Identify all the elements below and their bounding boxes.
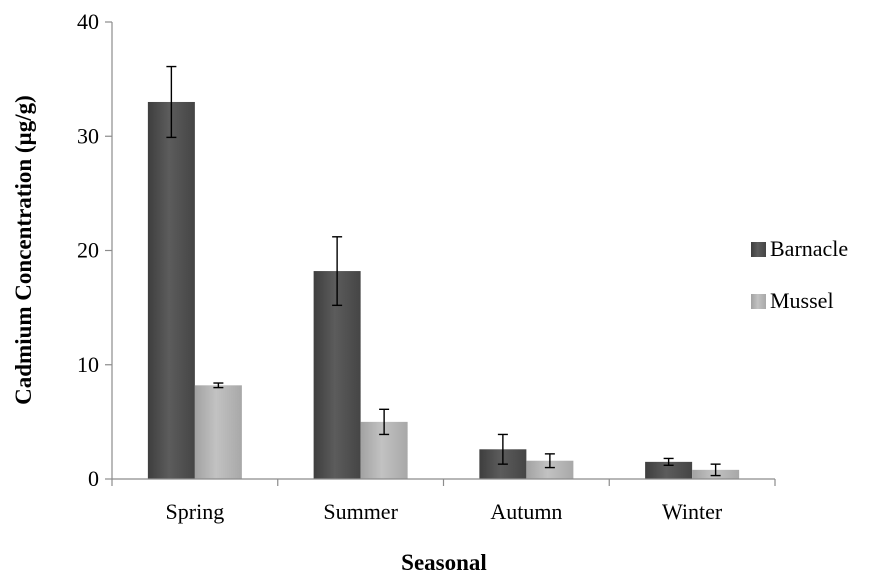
bars [147, 101, 740, 479]
legend-label-mussel: Mussel [770, 288, 834, 313]
y-tick-label: 40 [77, 9, 99, 34]
bar-mussel-spring [194, 385, 242, 479]
error-bars [166, 65, 721, 477]
y-axis-ticks: 0 10 20 30 40 [77, 9, 112, 491]
x-axis-ticks: Spring Summer Autumn Winter [111, 479, 776, 524]
legend-swatch-mussel [751, 294, 766, 309]
legend-swatch-barnacle [751, 242, 766, 257]
y-tick-label: 20 [77, 238, 99, 263]
x-axis-title: Seasonal [401, 550, 487, 575]
bar-barnacle-winter [645, 461, 693, 479]
y-tick-label: 30 [77, 123, 99, 148]
legend: Barnacle Mussel [751, 236, 848, 313]
legend-label-barnacle: Barnacle [770, 236, 848, 261]
bar-mussel-autumn [526, 460, 574, 479]
y-tick-label: 10 [77, 352, 99, 377]
x-tick-label: Autumn [490, 499, 562, 524]
y-tick-label: 0 [88, 466, 99, 491]
x-tick-label: Summer [323, 499, 398, 524]
bar-barnacle-spring [147, 101, 195, 479]
x-tick-label: Spring [166, 499, 225, 524]
x-tick-label: Winter [662, 499, 723, 524]
y-axis-title: Cadmium Concentration (µg/g) [11, 95, 36, 405]
